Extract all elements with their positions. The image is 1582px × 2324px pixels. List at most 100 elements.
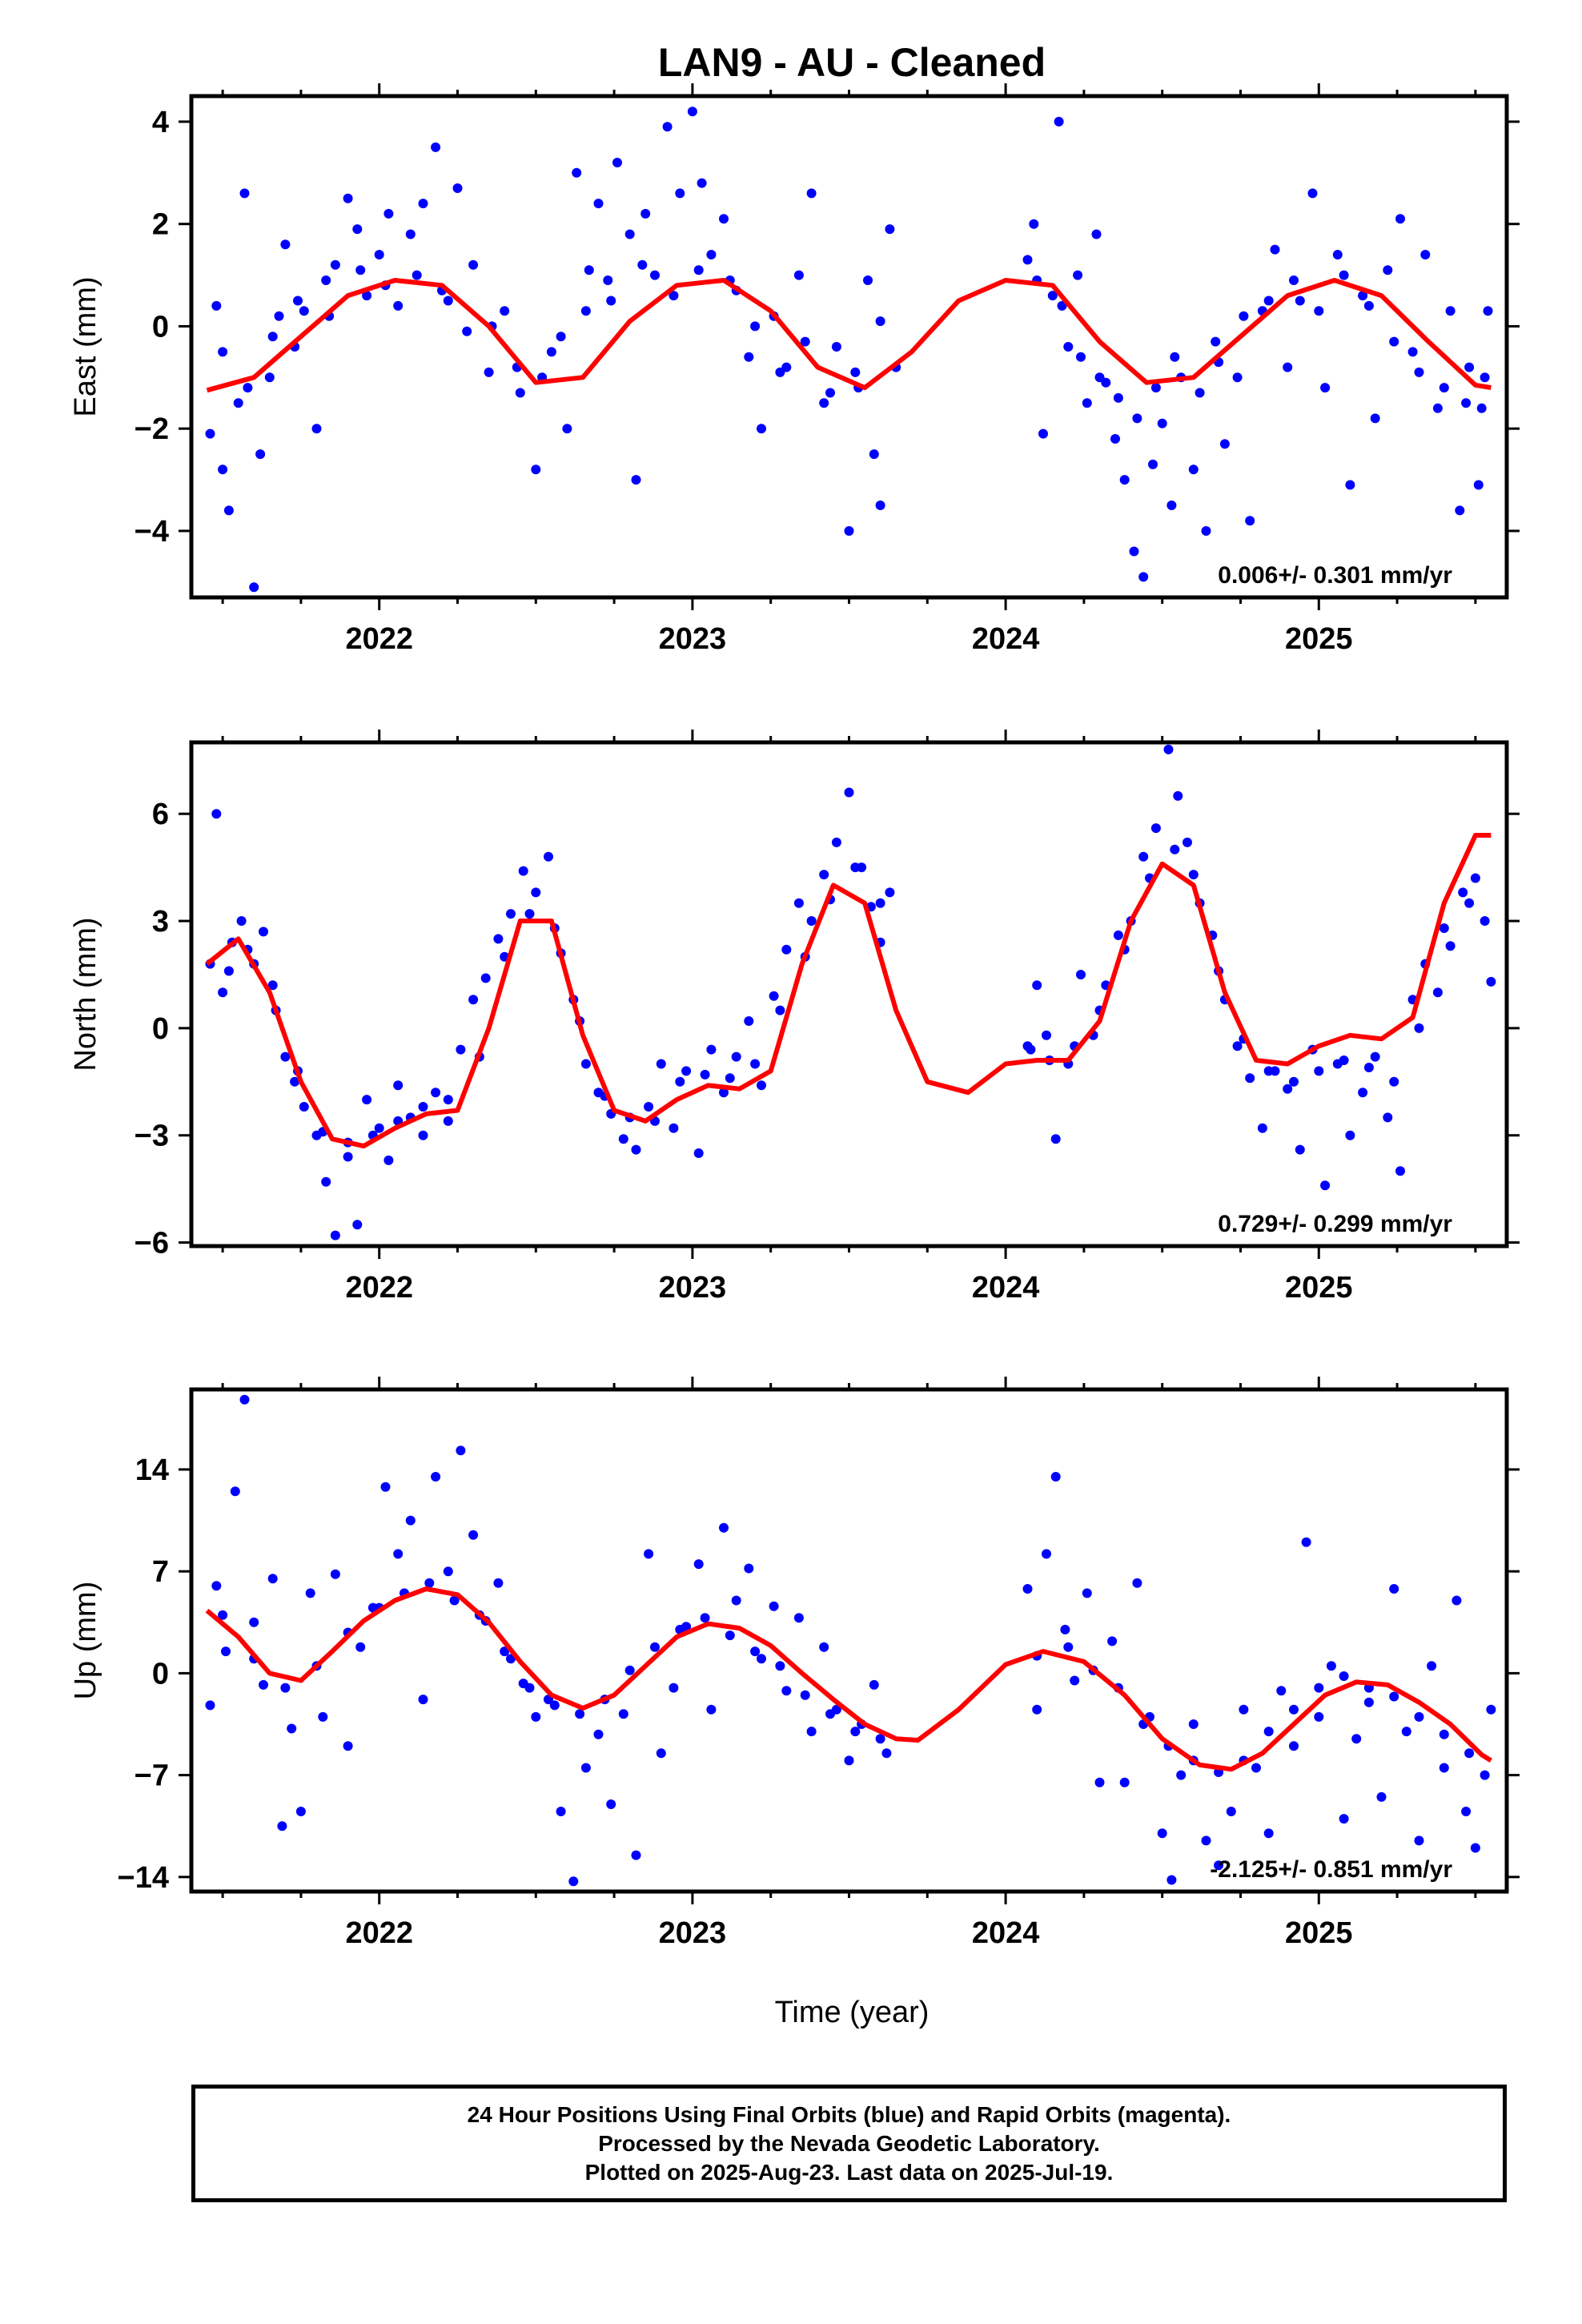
data-point	[218, 464, 228, 475]
data-point	[524, 909, 535, 919]
x-tick-label: 2024	[972, 1271, 1040, 1305]
data-point	[1470, 873, 1480, 883]
data-point	[1283, 1084, 1293, 1094]
data-point	[1211, 336, 1221, 347]
data-point	[321, 1176, 331, 1187]
data-point	[1307, 188, 1318, 199]
data-point	[1263, 296, 1274, 306]
y-tick-label: 14	[135, 1454, 169, 1487]
data-point	[1414, 1711, 1424, 1722]
data-point	[1289, 1704, 1299, 1715]
data-point	[374, 250, 384, 259]
data-point	[205, 428, 215, 439]
data-point	[1150, 383, 1161, 393]
data-point	[1232, 372, 1243, 383]
data-point	[769, 1601, 779, 1611]
data-point	[1483, 306, 1493, 316]
velocity-label: 0.729+/- 0.299 mm/yr	[1218, 1211, 1452, 1237]
data-point	[1480, 1770, 1490, 1780]
data-point	[1138, 851, 1149, 862]
data-point	[562, 424, 572, 434]
data-point	[1091, 229, 1102, 239]
data-point	[1182, 837, 1192, 847]
data-point	[293, 296, 303, 306]
data-point	[1314, 1683, 1324, 1693]
data-point	[393, 1549, 404, 1559]
data-point	[1461, 398, 1472, 408]
data-point	[1480, 916, 1490, 926]
y-tick-label: 3	[152, 905, 169, 939]
data-point	[239, 188, 250, 199]
data-point	[575, 1709, 585, 1719]
data-point	[418, 1102, 428, 1112]
data-point	[593, 199, 604, 209]
data-point	[675, 188, 685, 199]
data-point	[267, 1574, 278, 1584]
velocity-label: 0.006+/- 0.301 mm/yr	[1218, 562, 1452, 589]
data-point	[1148, 459, 1158, 469]
data-point	[249, 1617, 259, 1627]
data-point	[1320, 383, 1331, 393]
data-point	[1389, 1691, 1399, 1702]
data-point	[380, 1482, 391, 1492]
data-point	[1201, 526, 1211, 536]
data-point	[1389, 336, 1399, 347]
panel-3: 2022 2023 2024 2025 14 7 0 −7 −14 Up (mm) -2.125+/…	[69, 1377, 1520, 1950]
data-point	[831, 342, 841, 352]
x-tick-label: 2023	[659, 622, 727, 656]
data-point	[1395, 214, 1405, 224]
data-point	[290, 1076, 300, 1087]
data-point	[1486, 976, 1496, 987]
data-point	[480, 973, 491, 983]
caption-line-2: Processed by the Nevada Geodetic Laborat…	[598, 2130, 1100, 2156]
data-point	[631, 1850, 641, 1860]
data-point	[299, 1102, 309, 1112]
data-point	[831, 837, 841, 847]
data-point	[1054, 116, 1064, 127]
data-point	[825, 388, 835, 398]
data-point	[669, 291, 679, 301]
data-point	[1420, 250, 1431, 259]
y-axis-label: Up (mm)	[69, 1582, 102, 1700]
data-point	[885, 887, 895, 898]
panel-1: 2022 2023 2024 2025 4 2 0 −2 −4 East (mm) 0.006+/-…	[69, 83, 1520, 656]
data-point	[484, 367, 494, 377]
x-tick-label: 2022	[345, 1271, 413, 1305]
data-point	[1070, 1675, 1080, 1686]
data-point	[1042, 1549, 1051, 1559]
caption-line-3: Plotted on 2025-Aug-23. Last data on 202…	[584, 2159, 1114, 2185]
data-point	[606, 1799, 616, 1809]
data-point	[1157, 1828, 1167, 1839]
data-point	[236, 916, 247, 926]
data-point	[267, 980, 278, 991]
data-point	[1383, 1112, 1393, 1123]
data-point	[1094, 1777, 1105, 1787]
data-point	[693, 265, 704, 275]
data-point	[631, 1144, 641, 1155]
data-point	[443, 296, 453, 306]
data-point	[330, 259, 340, 270]
data-point	[1414, 1023, 1424, 1033]
data-point	[1138, 572, 1149, 582]
caption-line-1: 24 Hour Positions Using Final Orbits (bl…	[467, 2101, 1231, 2127]
data-point	[1188, 464, 1199, 475]
data-point	[869, 449, 879, 460]
y-tick-label: −2	[135, 412, 169, 446]
data-point	[223, 966, 234, 976]
data-point	[1295, 1144, 1305, 1155]
data-point	[572, 167, 582, 178]
data-point	[744, 1016, 754, 1026]
data-point	[1289, 1076, 1299, 1087]
data-point	[1129, 546, 1139, 557]
data-point	[1363, 300, 1374, 311]
data-point	[506, 909, 516, 919]
x-axis-label: Time (year)	[775, 1996, 930, 2029]
y-tick-label: 2	[152, 208, 169, 242]
data-point	[1251, 1763, 1261, 1773]
data-point	[1150, 823, 1161, 834]
data-point	[1314, 1066, 1324, 1076]
data-point	[693, 1559, 704, 1570]
data-point	[531, 1711, 541, 1722]
data-point	[1345, 480, 1355, 490]
data-point	[1480, 372, 1490, 383]
